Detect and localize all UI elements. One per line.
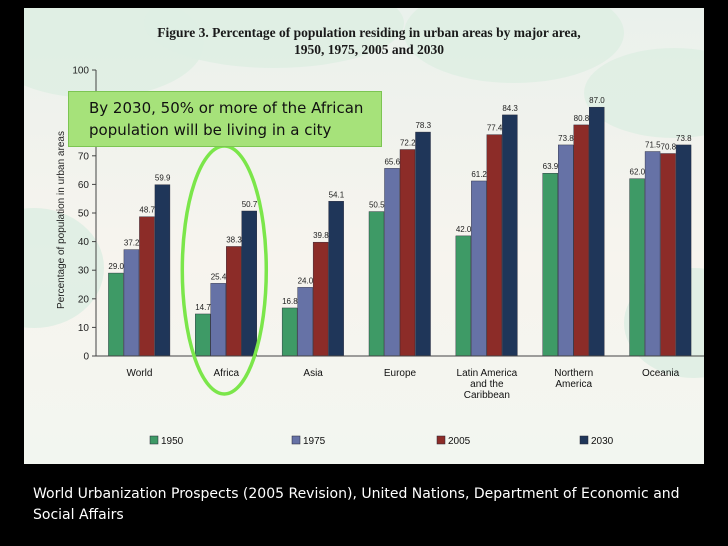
category-label: Asia	[303, 368, 323, 379]
bar-chart: Figure 3. Percentage of population resid…	[56, 25, 704, 447]
category-label: Africa	[214, 368, 240, 379]
source-citation: World Urbanization Prospects (2005 Revis…	[33, 486, 680, 523]
legend-swatch-1950	[149, 435, 159, 445]
data-label: 77.4	[487, 124, 503, 133]
bar-2005	[312, 241, 329, 357]
data-label: 78.3	[415, 121, 431, 130]
data-label: 70.8	[661, 143, 677, 152]
bar-2005	[660, 153, 676, 357]
data-label: 59.9	[155, 174, 171, 183]
bar-1975	[644, 151, 661, 357]
y-tick-label: 30	[78, 266, 90, 277]
bar-2030	[675, 144, 692, 357]
data-label: 14.7	[195, 303, 211, 312]
data-label: 37.2	[124, 239, 140, 248]
bar-2005	[226, 246, 242, 357]
y-axis-label: Percentage of population in urban areas	[56, 131, 67, 309]
data-label: 54.1	[329, 190, 345, 199]
data-label: 73.8	[558, 134, 574, 143]
legend-swatch-2030	[579, 435, 589, 445]
bar-1975	[123, 249, 140, 357]
category-label: America	[555, 379, 592, 390]
data-label: 65.6	[384, 157, 400, 166]
category-label: Northern	[554, 368, 593, 379]
bar-2030	[328, 201, 344, 357]
y-tick-label: 70	[78, 151, 90, 162]
bar-2005	[486, 134, 503, 357]
bar-1975	[297, 287, 313, 357]
chart-slide: Figure 3. Percentage of population resid…	[24, 8, 704, 464]
bar-1950	[195, 313, 211, 357]
legend-swatch-1975	[291, 435, 301, 445]
chart-title-line1: Figure 3. Percentage of population resid…	[157, 25, 580, 40]
bar-2005	[399, 149, 416, 357]
bar-2005	[139, 216, 155, 357]
y-tick-label: 100	[72, 66, 89, 77]
bar-2030	[241, 210, 257, 357]
data-label: 71.5	[645, 141, 661, 150]
data-label: 87.0	[589, 96, 605, 105]
bar-2030	[589, 106, 605, 357]
legend-label-2030: 2030	[591, 436, 614, 447]
data-label: 73.8	[676, 134, 692, 143]
data-label: 80.8	[574, 114, 590, 123]
callout-line-2: population will be living in a city	[89, 121, 332, 139]
bar-1950	[455, 235, 472, 357]
data-label: 29.0	[108, 262, 124, 271]
bar-2030	[415, 131, 431, 357]
category-label: Oceania	[642, 368, 680, 379]
bar-1975	[558, 144, 574, 357]
chart-title-line2: 1950, 1975, 2005 and 2030	[294, 42, 444, 57]
bar-1950	[108, 272, 124, 357]
data-label: 48.7	[139, 206, 155, 215]
y-tick-label: 20	[78, 294, 90, 305]
y-tick-label: 40	[78, 237, 90, 248]
y-tick-label: 10	[78, 323, 90, 334]
data-label: 42.0	[456, 225, 472, 234]
data-label: 62.0	[630, 168, 646, 177]
legend-label-2005: 2005	[448, 436, 471, 447]
data-label: 25.4	[211, 272, 227, 281]
bar-2005	[573, 124, 589, 357]
category-label: Latin America	[457, 368, 518, 379]
bar-1950	[368, 211, 385, 357]
data-label: 50.7	[242, 200, 258, 209]
legend-label-1975: 1975	[303, 436, 326, 447]
bar-1950	[629, 178, 645, 357]
data-label: 24.0	[298, 276, 314, 285]
bar-1975	[471, 180, 487, 357]
category-label: and the	[470, 379, 504, 390]
data-label: 63.9	[543, 162, 559, 171]
bar-1950	[281, 307, 298, 357]
callout-box: By 2030, 50% or more of the African popu…	[68, 91, 382, 147]
bar-1950	[542, 173, 558, 357]
legend-swatch-2005	[436, 435, 446, 445]
callout-line-1: By 2030, 50% or more of the African	[89, 99, 364, 117]
category-label: World	[126, 368, 152, 379]
data-label: 16.8	[282, 297, 298, 306]
bar-2030	[502, 114, 518, 357]
category-label: Europe	[384, 368, 417, 379]
y-tick-label: 0	[83, 352, 89, 363]
y-tick-label: 60	[78, 180, 90, 191]
legend-label-1950: 1950	[161, 436, 184, 447]
category-label: Caribbean	[464, 390, 510, 401]
data-label: 50.5	[369, 201, 385, 210]
data-label: 39.8	[313, 231, 329, 240]
bar-1975	[210, 283, 226, 357]
data-label: 84.3	[502, 104, 518, 113]
data-label: 61.2	[471, 170, 487, 179]
bar-2030	[154, 184, 171, 357]
data-label: 38.3	[226, 235, 242, 244]
y-tick-label: 50	[78, 209, 90, 220]
bar-1975	[384, 168, 400, 357]
data-label: 72.2	[400, 139, 416, 148]
